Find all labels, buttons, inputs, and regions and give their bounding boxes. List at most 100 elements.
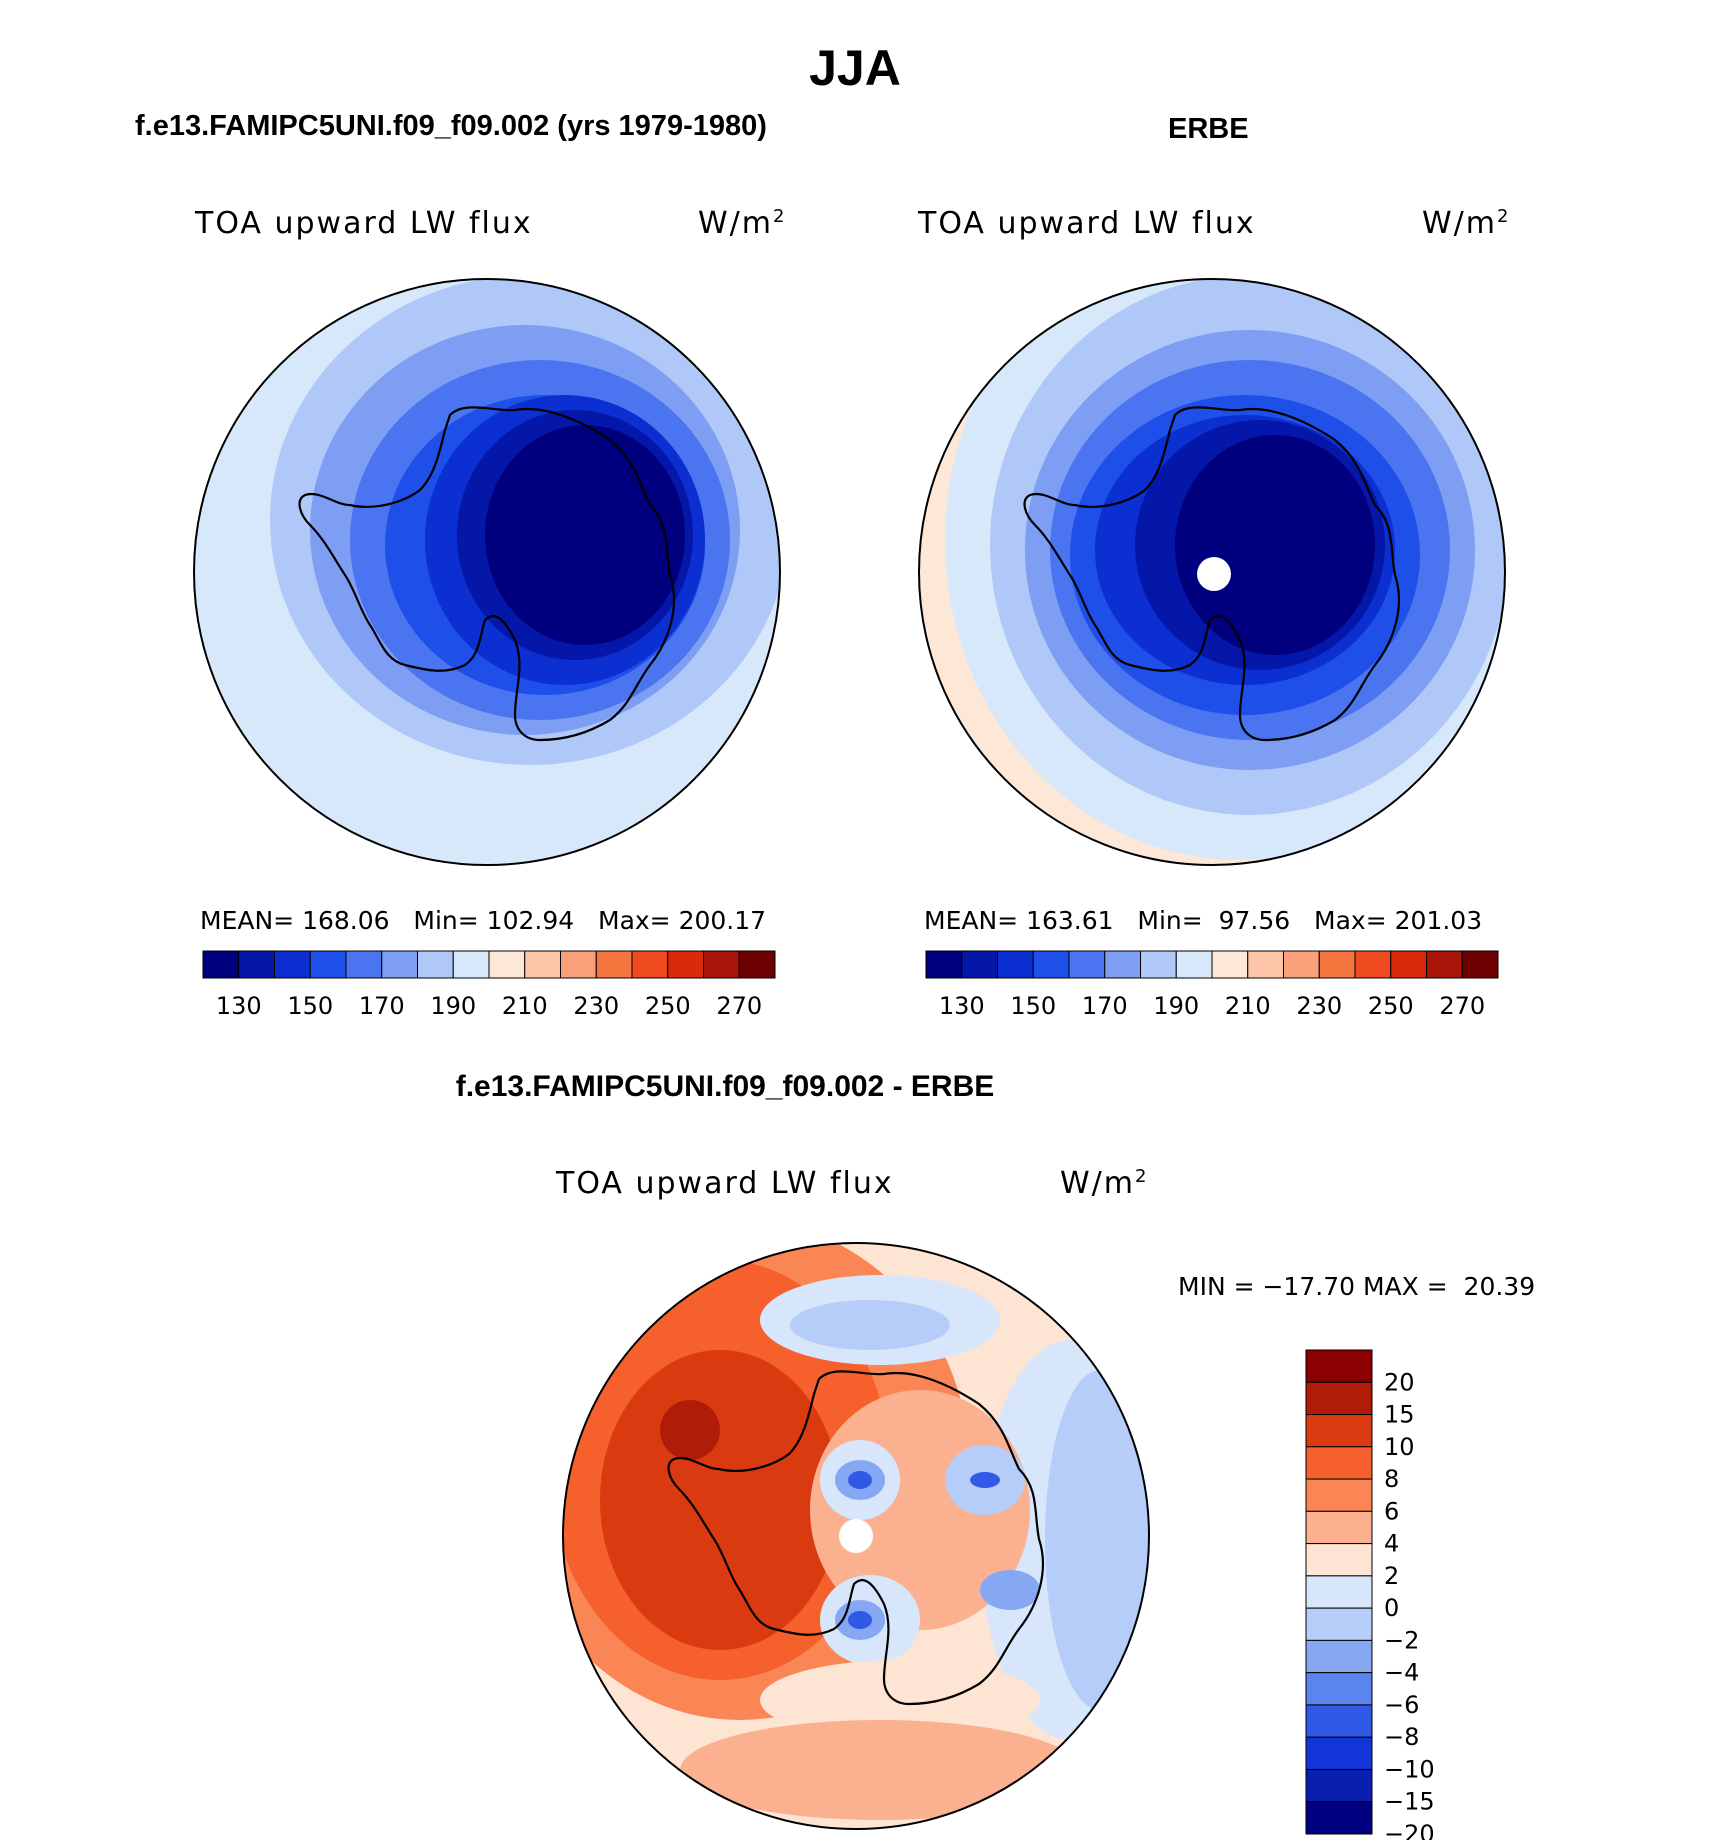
colorbar-swatch <box>667 950 704 979</box>
colorbar-tick-label: 210 <box>1225 992 1271 1020</box>
colorbar-tick-label: 250 <box>1368 992 1414 1020</box>
colorbar-swatch <box>560 950 597 979</box>
colorbar-swatch <box>488 950 526 979</box>
colorbar-tick-label: −15 <box>1384 1788 1435 1816</box>
colorbar-swatch <box>381 950 418 979</box>
diff-units-label: W/m2 <box>1060 1166 1149 1201</box>
colorbar-tick-label: 230 <box>1296 992 1342 1020</box>
colorbar-swatch <box>238 950 275 979</box>
colorbar-swatch <box>1305 1510 1373 1545</box>
colorbar-swatch <box>1305 1478 1373 1512</box>
colorbar-swatch <box>1211 950 1249 979</box>
colorbar-swatch <box>1283 950 1320 979</box>
colorbar-swatch <box>961 950 998 979</box>
colorbar-tick-label: 270 <box>1439 992 1485 1020</box>
colorbar-tick-label: 150 <box>287 992 333 1020</box>
colorbar-swatch <box>631 950 669 979</box>
colorbar-tick-label: 130 <box>216 992 262 1020</box>
colorbar-swatch <box>1305 1543 1373 1577</box>
colorbar-tick-label: −4 <box>1384 1659 1419 1687</box>
model-stats: MEAN= 168.06 Min= 102.94 Max= 200.17 <box>200 906 767 935</box>
colorbar-swatch <box>202 950 240 979</box>
colorbar-tick-label: 210 <box>502 992 548 1020</box>
colorbar-swatch <box>1140 950 1177 979</box>
colorbar-tick-label: 0 <box>1384 1594 1399 1622</box>
colorbar-swatch <box>1305 1607 1373 1641</box>
colorbar-swatch <box>703 950 740 979</box>
colorbar-tick-label: −2 <box>1384 1626 1419 1654</box>
colorbar-swatch <box>1426 950 1463 979</box>
obs-stats: MEAN= 163.61 Min= 97.56 Max= 201.03 <box>924 906 1483 935</box>
diff-map <box>563 1243 1149 1829</box>
colorbar-swatch <box>1032 950 1070 979</box>
colorbar-swatch <box>1318 950 1356 979</box>
colorbar-tick-label: 6 <box>1384 1497 1399 1525</box>
colorbar-swatch <box>309 950 347 979</box>
colorbar-tick-label: 190 <box>430 992 476 1020</box>
colorbar-tick-label: −20 <box>1384 1820 1435 1840</box>
colorbar-swatch <box>1354 950 1392 979</box>
colorbar-swatch <box>1305 1736 1373 1770</box>
colorbar-tick-label: 4 <box>1384 1530 1399 1558</box>
colorbar-tick-label: 20 <box>1384 1368 1415 1396</box>
colorbar-swatch <box>1390 950 1427 979</box>
model-map-border <box>193 278 781 866</box>
colorbar-tick-label: 250 <box>645 992 691 1020</box>
obs-map-border <box>918 278 1506 866</box>
colorbar-swatch <box>524 950 561 979</box>
colorbar-swatch <box>1305 1672 1373 1706</box>
page-title: JJA <box>809 40 901 96</box>
obs-units-label: W/m2 <box>1422 206 1511 241</box>
model-colorbar: 130 150 170 190 210 230 250 270 <box>202 950 776 1020</box>
colorbar-swatch <box>1175 950 1213 979</box>
colorbar-swatch <box>1068 950 1106 979</box>
colorbar-swatch <box>1461 950 1499 979</box>
colorbar-tick-label: 170 <box>359 992 405 1020</box>
obs-colorbar: 130 150 170 190 210 230 250 270 <box>925 950 1499 1020</box>
colorbar-swatch <box>738 950 776 979</box>
colorbar-tick-label: −10 <box>1384 1755 1435 1783</box>
colorbar-swatch <box>1305 1349 1373 1383</box>
model-map <box>194 279 780 865</box>
colorbar-swatch <box>417 950 454 979</box>
colorbar-swatch <box>274 950 311 979</box>
colorbar-tick-label: 8 <box>1384 1465 1399 1493</box>
diff-pole-hole <box>839 1519 873 1553</box>
colorbar-tick-label: 130 <box>939 992 985 1020</box>
model-variable-label: TOA upward LW flux <box>195 206 533 241</box>
colorbar-swatch <box>1305 1639 1373 1674</box>
diff-map-border <box>562 1242 1150 1830</box>
colorbar-swatch <box>1305 1801 1373 1835</box>
colorbar-swatch <box>997 950 1034 979</box>
colorbar-swatch <box>345 950 383 979</box>
colorbar-swatch <box>595 950 633 979</box>
colorbar-swatch <box>1247 950 1284 979</box>
colorbar-swatch <box>1305 1704 1373 1738</box>
colorbar-tick-label: −8 <box>1384 1723 1419 1751</box>
colorbar-tick-label: 2 <box>1384 1562 1399 1590</box>
diff-panel-title: f.e13.FAMIPC5UNI.f09_f09.002 - ERBE <box>455 1070 995 1103</box>
colorbar-tick-label: 150 <box>1010 992 1056 1020</box>
colorbar-swatch <box>1305 1768 1373 1803</box>
diff-variable-label: TOA upward LW flux <box>556 1166 894 1201</box>
colorbar-tick-label: −6 <box>1384 1691 1419 1719</box>
colorbar-swatch <box>1305 1414 1373 1448</box>
colorbar-tick-label: 10 <box>1384 1433 1415 1461</box>
model-panel-title: f.e13.FAMIPC5UNI.f09_f09.002 (yrs 1979-1… <box>135 110 767 142</box>
colorbar-tick-label: 270 <box>716 992 762 1020</box>
colorbar-tick-label: 230 <box>573 992 619 1020</box>
colorbar-swatch <box>1305 1446 1373 1480</box>
colorbar-swatch <box>1104 950 1141 979</box>
colorbar-swatch <box>925 950 963 979</box>
obs-variable-label: TOA upward LW flux <box>918 206 1256 241</box>
colorbar-swatch <box>452 950 490 979</box>
obs-panel-title: ERBE <box>1168 113 1249 145</box>
obs-pole-hole <box>1197 557 1231 591</box>
colorbar-swatch <box>1305 1381 1373 1416</box>
colorbar-tick-label: 15 <box>1384 1401 1415 1429</box>
obs-map <box>919 279 1505 865</box>
colorbar-tick-label: 170 <box>1082 992 1128 1020</box>
colorbar-swatch <box>1305 1575 1373 1609</box>
